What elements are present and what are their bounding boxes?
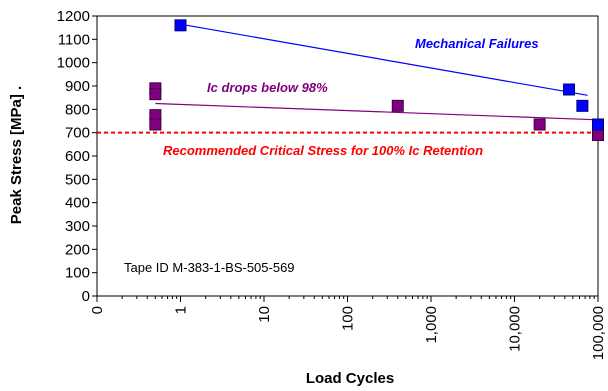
data-point-mechanical-failure (563, 83, 576, 96)
x-tick-label: 100 (340, 306, 357, 331)
y-axis-title: Peak Stress [MPa] . (8, 86, 25, 224)
y-tick-label: 400 (65, 195, 90, 212)
x-tick-label: 10 (256, 306, 273, 323)
data-points (149, 19, 604, 141)
y-tick-label: 200 (65, 241, 90, 258)
data-point-ic-drop (592, 129, 604, 141)
data-point-mechanical-failure (576, 99, 589, 112)
y-tick-label: 300 (65, 218, 90, 235)
x-tick-label: 1,000 (423, 306, 440, 344)
data-point-ic-drop (149, 88, 162, 101)
data-point-ic-drop (533, 118, 546, 131)
annotation-mechanical-failures: Mechanical Failures (415, 36, 539, 51)
annotation-ic-drops: Ic drops below 98% (207, 80, 328, 95)
y-tick-label: 500 (65, 171, 90, 188)
x-axis: 0 1 10 100 1,000 10,000 100,000 (89, 296, 607, 360)
data-point-ic-drop (149, 118, 162, 131)
x-tick-label: 1 (173, 306, 190, 314)
y-tick-label: 1000 (57, 55, 90, 72)
x-axis-title: Load Cycles (306, 370, 394, 387)
y-tick-label: 0 (82, 288, 90, 305)
trendline-mechanical-failures (180, 23, 588, 96)
data-point-ic-drop (391, 99, 404, 112)
x-tick-label: 100,000 (590, 306, 607, 360)
y-tick-label: 1200 (57, 8, 90, 25)
x-tick-label: 10,000 (507, 306, 524, 352)
plot-frame (96, 15, 599, 297)
y-axis: 0 100 200 300 400 500 600 700 800 900 1000 1100 1200 (57, 8, 97, 305)
y-tick-label: 100 (65, 265, 90, 282)
data-point-mechanical-failure (592, 118, 604, 131)
tape-id-label: Tape ID M-383-1-BS-505-569 (124, 260, 295, 275)
y-tick-label: 1100 (58, 31, 90, 48)
reference-line-label: Recommended Critical Stress for 100% Ic … (163, 143, 483, 158)
x-tick-label: 0 (89, 306, 106, 314)
trendlines (155, 23, 599, 121)
trendline-ic-drops (155, 102, 599, 121)
data-point-mechanical-failure (174, 19, 187, 32)
y-tick-label: 800 (65, 101, 90, 118)
y-tick-label: 900 (65, 78, 90, 95)
y-tick-label: 700 (65, 125, 90, 142)
y-tick-label: 600 (65, 148, 90, 165)
plot-area (96, 15, 599, 297)
